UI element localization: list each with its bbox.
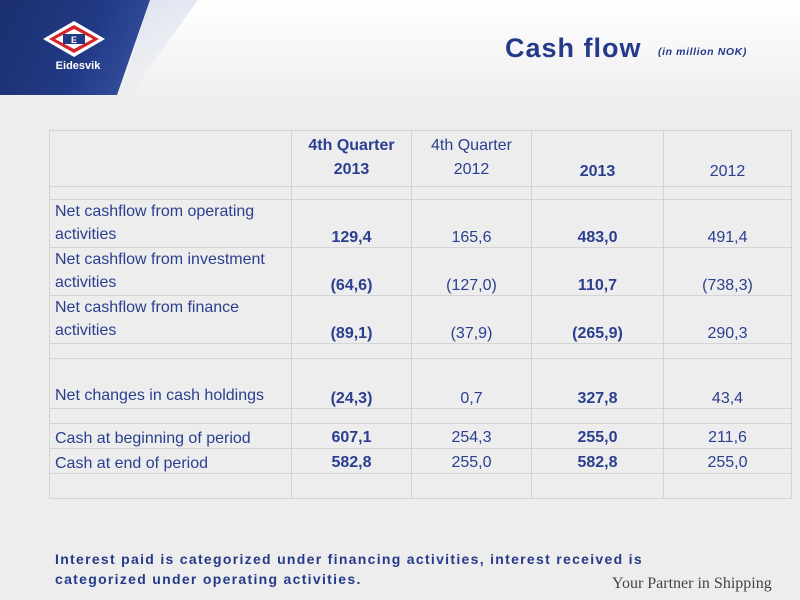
col-header-line2: 2012 — [709, 163, 746, 180]
cell-value: 327,8 — [531, 358, 664, 409]
cell-value: 129,4 — [291, 199, 412, 248]
tagline: Your Partner in Shipping — [612, 575, 772, 592]
table-row: Net cashflow from investment activities … — [49, 247, 792, 296]
logo-letter: E — [71, 35, 77, 45]
cash-flow-table: 4th Quarter 2013 4th Quarter 2012 2013 2… — [49, 130, 792, 499]
logo-wordmark: Eidesvik — [55, 60, 101, 72]
row-label: Cash at end of period — [49, 448, 292, 474]
cell-value: (64,6) — [291, 247, 412, 296]
cell-value: (127,0) — [411, 247, 532, 296]
col-header-2012: 2012 — [663, 130, 792, 187]
cell-value: (24,3) — [291, 358, 412, 409]
cell-value: 110,7 — [531, 247, 664, 296]
cell-value: 0,7 — [411, 358, 532, 409]
row-label: Cash at beginning of period — [49, 423, 292, 449]
spacer-row — [49, 186, 792, 200]
row-label: Net cashflow from investment activities — [49, 247, 292, 296]
cell-value: 165,6 — [411, 199, 532, 248]
table-row: Net changes in cash holdings (24,3) 0,7 … — [49, 358, 792, 409]
cell-value: 255,0 — [411, 448, 532, 474]
eidesvik-logo-icon: E — [43, 21, 105, 57]
page-subtitle: (in million NOK) — [658, 46, 747, 58]
cell-value: (37,9) — [411, 295, 532, 344]
col-header-q4-2013: 4th Quarter 2013 — [291, 130, 412, 187]
row-label: Net changes in cash holdings — [49, 358, 292, 409]
cell-value: 290,3 — [663, 295, 792, 344]
cell-value: 43,4 — [663, 358, 792, 409]
table-header-row: 4th Quarter 2013 4th Quarter 2012 2013 2… — [49, 130, 792, 187]
cell-value: 255,0 — [663, 448, 792, 474]
spacer-row — [49, 343, 792, 359]
cell-value: (265,9) — [531, 295, 664, 344]
table-row: Cash at beginning of period 607,1 254,3 … — [49, 423, 792, 449]
spacer-row — [49, 408, 792, 424]
cell-value: 582,8 — [291, 448, 412, 474]
cell-value: 254,3 — [411, 423, 532, 449]
col-header-line2: 2013 — [579, 163, 616, 180]
table-row: Net cashflow from operating activities 1… — [49, 199, 792, 248]
header-empty-cell — [49, 130, 292, 187]
cell-value: 255,0 — [531, 423, 664, 449]
cell-value: 211,6 — [663, 423, 792, 449]
cell-value: 491,4 — [663, 199, 792, 248]
row-label: Net cashflow from finance activities — [49, 295, 292, 344]
table-row: Cash at end of period 582,8 255,0 582,8 … — [49, 448, 792, 474]
col-header-line2: 2013 — [333, 161, 370, 178]
cell-value: 582,8 — [531, 448, 664, 474]
col-header-line1: 4th Quarter — [308, 137, 395, 154]
footnote: Interest paid is categorized under finan… — [55, 551, 643, 587]
cell-value: (89,1) — [291, 295, 412, 344]
table-row: Net cashflow from finance activities (89… — [49, 295, 792, 344]
spacer-row — [49, 473, 792, 499]
col-header-q4-2012: 4th Quarter 2012 — [411, 130, 532, 187]
cell-value: 607,1 — [291, 423, 412, 449]
row-label: Net cashflow from operating activities — [49, 199, 292, 248]
cell-value: (738,3) — [663, 247, 792, 296]
col-header-2013: 2013 — [531, 130, 664, 187]
col-header-line2: 2012 — [453, 161, 490, 178]
col-header-line1: 4th Quarter — [431, 137, 512, 154]
cell-value: 483,0 — [531, 199, 664, 248]
page-title: Cash flow — [505, 33, 642, 63]
